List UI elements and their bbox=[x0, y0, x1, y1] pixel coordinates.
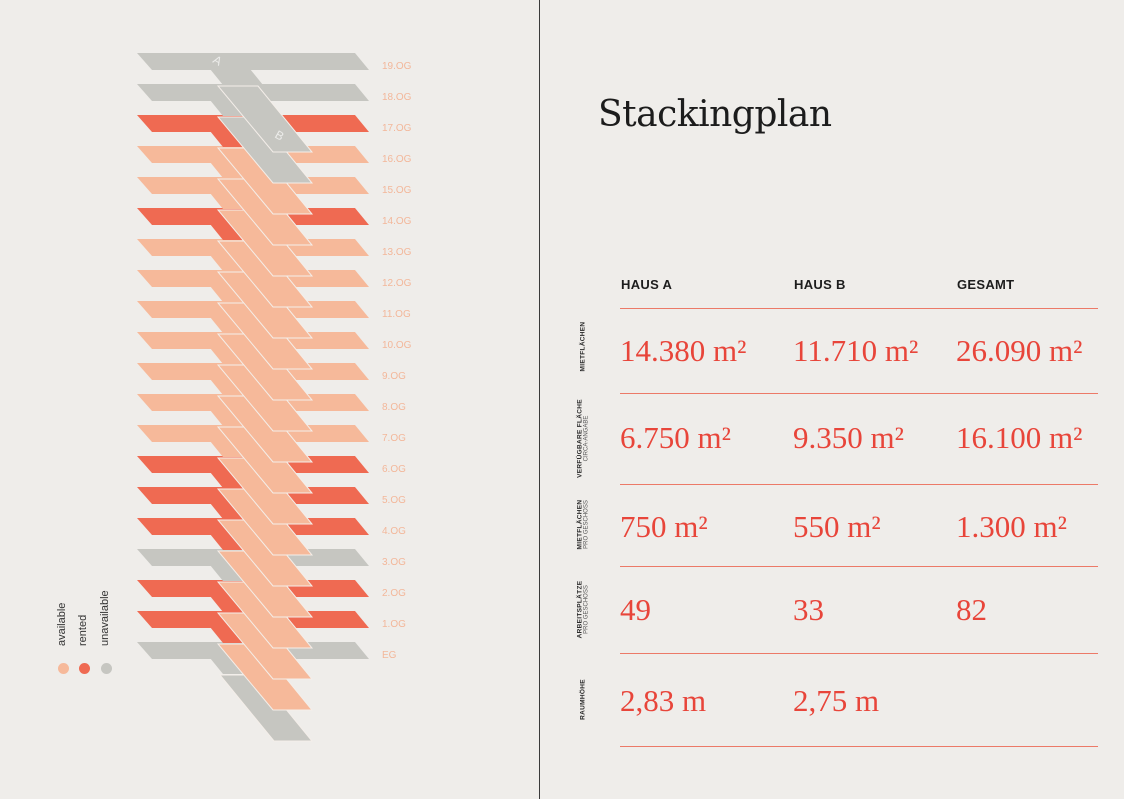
value-cell: 11.710 m² bbox=[793, 333, 919, 368]
divider bbox=[620, 653, 1098, 654]
floor-label: 1.OG bbox=[382, 619, 406, 630]
header-gesamt: GESAMT bbox=[957, 277, 1015, 292]
floor-label: 7.OG bbox=[382, 433, 406, 444]
floor-label: 16.OG bbox=[382, 154, 412, 165]
floor-label: 4.OG bbox=[382, 526, 406, 537]
value-cell: 2,83 m bbox=[620, 683, 707, 718]
value-cell: 33 bbox=[793, 592, 824, 627]
header-haus-a: HAUS A bbox=[621, 277, 673, 292]
floor-label: 13.OG bbox=[382, 247, 412, 258]
legend-dot-available bbox=[58, 663, 69, 674]
value-cell: 14.380 m² bbox=[620, 333, 747, 368]
page-divider bbox=[539, 0, 540, 799]
header-haus-b: HAUS B bbox=[794, 277, 846, 292]
row-label-mietflaechen: MIETFLÄCHEN bbox=[580, 307, 587, 387]
floor-label: 12.OG bbox=[382, 278, 412, 289]
floor-label: 17.OG bbox=[382, 123, 412, 134]
row-label-raumhoehe: RAUMHÖHE bbox=[580, 660, 587, 740]
floor-label: 11.OG bbox=[382, 309, 411, 320]
stacking-plan-diagram: EG 1.OG 2.OG 3.OG 4.OG 5.OG 6.OG 7.OG 8.OG 9.OG 10… bbox=[137, 52, 412, 742]
floor-label: 5.OG bbox=[382, 495, 406, 506]
floor-wing-a-stem bbox=[210, 69, 263, 85]
floor-label: 19.OG bbox=[382, 61, 412, 72]
floor-wing-a-19-og bbox=[137, 53, 369, 70]
floor-label: 2.OG bbox=[382, 588, 406, 599]
value-cell: 82 bbox=[956, 592, 987, 627]
value-cell: 9.350 m² bbox=[793, 420, 904, 455]
row-label-sub: PRO GESCHOSS bbox=[583, 585, 590, 634]
row-label-arbeitsplaetze: ARBEITSPLÄTZE PRO GESCHOSS bbox=[577, 570, 590, 650]
row-label-sub: CIRCA-ANGABE bbox=[583, 415, 590, 462]
floor-label: 9.OG bbox=[382, 371, 406, 382]
divider bbox=[620, 746, 1098, 747]
row-label-main: VERFÜGBARE FLÄCHE bbox=[576, 399, 584, 478]
value-cell: 49 bbox=[620, 592, 651, 627]
legend-label-unavailable: unavailable bbox=[99, 590, 111, 646]
legend-dot-rented bbox=[79, 663, 90, 674]
page-title: Stackingplan bbox=[598, 94, 832, 135]
floor-label: 6.OG bbox=[382, 464, 406, 475]
legend-label-rented: rented bbox=[77, 614, 89, 646]
floor-label: 3.OG bbox=[382, 557, 406, 568]
value-cell: 16.100 m² bbox=[956, 420, 1083, 455]
row-label-mietflaechen-pro-geschoss: MIETFLÄCHEN PRO GESCHOSS bbox=[577, 485, 590, 565]
row-label-sub: PRO GESCHOSS bbox=[583, 500, 590, 549]
row-label-main: MIETFLÄCHEN bbox=[576, 499, 584, 550]
row-label-main: ARBEITSPLÄTZE bbox=[576, 580, 584, 639]
row-label-main: MIETFLÄCHEN bbox=[579, 321, 587, 372]
value-cell: 26.090 m² bbox=[956, 333, 1083, 368]
floor-label: 18.OG bbox=[382, 92, 412, 103]
row-label-main: RAUMHÖHE bbox=[579, 679, 587, 720]
floor-label: EG bbox=[382, 650, 397, 661]
floor-label: 10.OG bbox=[382, 340, 412, 351]
floor-label: 8.OG bbox=[382, 402, 406, 413]
legend-label-available: available bbox=[56, 602, 68, 646]
row-label-verfuegbare-flaeche: VERFÜGBARE FLÄCHE CIRCA-ANGABE bbox=[577, 389, 590, 489]
value-cell: 2,75 m bbox=[793, 683, 880, 718]
divider bbox=[620, 484, 1098, 485]
value-cell: 550 m² bbox=[793, 509, 881, 544]
value-cell: 1.300 m² bbox=[956, 509, 1067, 544]
floor-label: 15.OG bbox=[382, 185, 412, 196]
legend-dot-unavailable bbox=[101, 663, 112, 674]
value-cell: 750 m² bbox=[620, 509, 708, 544]
floor-label: 14.OG bbox=[382, 216, 412, 227]
divider bbox=[620, 393, 1098, 394]
value-cell: 6.750 m² bbox=[620, 420, 731, 455]
divider bbox=[620, 566, 1098, 567]
divider bbox=[620, 308, 1098, 309]
floor-wing-b-18-og bbox=[216, 85, 314, 153]
